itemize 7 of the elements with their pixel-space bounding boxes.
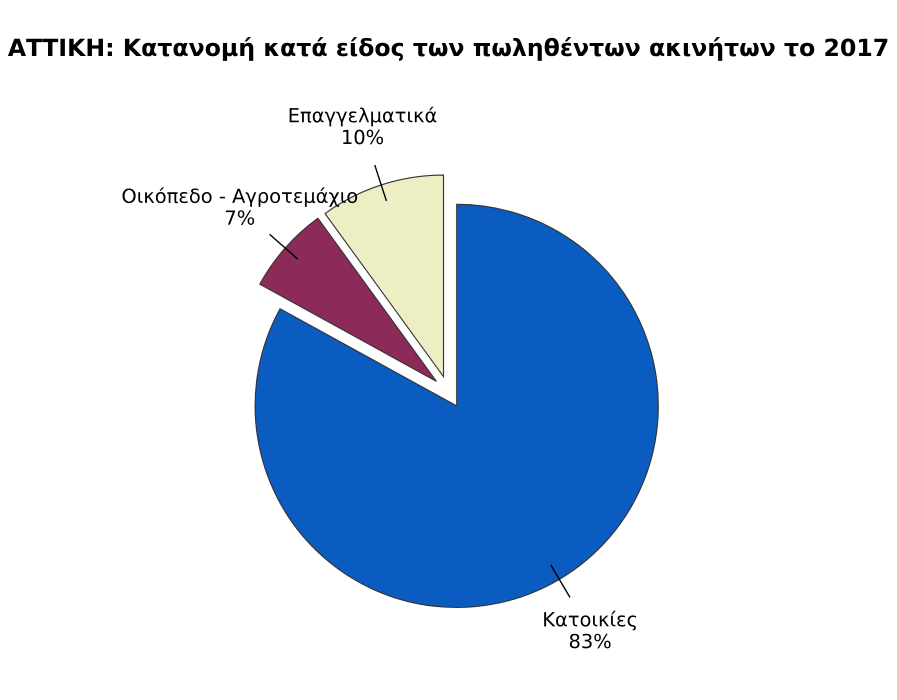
data-label: 83% xyxy=(570,634,611,648)
data-label: 10% xyxy=(343,130,384,144)
slice-label: Επαγγελματικά xyxy=(290,106,436,126)
chart-title: ΑΤΤΙΚΗ: Κατανομή κατά είδος των πωληθέντων ακινήτων το 2017 xyxy=(8,37,888,61)
slice-label: Κατοικίες xyxy=(544,610,636,630)
data-label: 7% xyxy=(226,210,254,225)
slice-label: Οικόπεδο - Αγροτεμάχιο xyxy=(122,187,358,207)
